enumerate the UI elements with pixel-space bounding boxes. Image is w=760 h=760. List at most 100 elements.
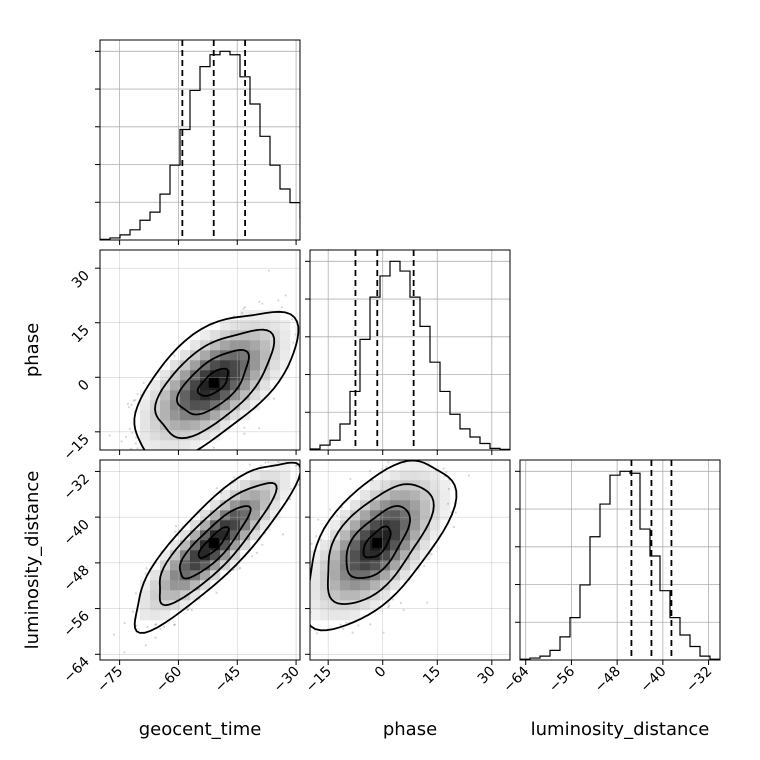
density-cell [240, 350, 251, 361]
scatter-point [154, 636, 157, 639]
contour-geocent-time-vs-luminosity-distance-1 [178, 505, 252, 580]
density-cell [230, 410, 241, 421]
density-cell [370, 480, 381, 491]
y-axis-label-phase: phase [22, 323, 43, 377]
density-cell [190, 360, 201, 371]
density-cell [150, 590, 161, 601]
density-cell [260, 370, 271, 381]
density-cell [240, 320, 251, 331]
grid-layer [100, 40, 720, 660]
density-cell [330, 530, 341, 541]
scatter-point [267, 461, 270, 464]
density-cell [170, 540, 181, 551]
scatter-point [284, 294, 287, 297]
scatter-point [134, 442, 137, 445]
density-cell [150, 600, 161, 611]
density-cell [350, 590, 361, 601]
density-cell [270, 500, 281, 511]
scatter-point [381, 467, 384, 471]
scatter-point [186, 609, 189, 612]
density-cell [190, 340, 201, 351]
density-cell [380, 550, 391, 561]
density-cell [360, 600, 371, 611]
density-cell [310, 560, 321, 571]
density-cell [350, 580, 361, 591]
scatter-point [316, 632, 319, 635]
density-cell [390, 480, 401, 491]
density-cell [200, 350, 211, 361]
density-cell [340, 590, 351, 601]
density-cell [170, 420, 181, 431]
density-cell [170, 410, 181, 421]
density-cell [220, 500, 231, 511]
density-cell [200, 330, 211, 341]
density-cell [370, 500, 381, 511]
density-cell [210, 430, 221, 441]
density-cell [230, 550, 241, 561]
density-cell [320, 580, 331, 591]
density-layer [140, 310, 451, 621]
density-cell [280, 340, 291, 351]
density-cell [140, 600, 151, 611]
density-cell [400, 490, 411, 501]
contour-phase-vs-luminosity-distance-1 [345, 505, 411, 579]
scatter-point [349, 477, 352, 481]
density-cell [420, 510, 431, 521]
density-cell [200, 400, 211, 411]
contour-geocent-time-vs-phase-2 [154, 328, 276, 440]
scatter-point [277, 299, 280, 302]
density-cell [160, 610, 171, 621]
scatter-point [243, 306, 247, 309]
density-cell [250, 370, 261, 381]
density-cell [190, 550, 201, 561]
scatter-point [123, 622, 126, 625]
density-cell [240, 510, 251, 521]
density-cell [270, 360, 281, 371]
scatter-point [220, 491, 223, 494]
density-cell [160, 420, 171, 431]
density-cell [270, 510, 281, 521]
density-cell [230, 510, 241, 521]
density-cell [420, 540, 431, 551]
histogram-geocent-time [100, 50, 300, 240]
density-cell [170, 590, 181, 601]
scatter-point [108, 434, 111, 437]
density-cell [380, 540, 391, 551]
density-cell [240, 530, 251, 541]
density-cell [330, 570, 341, 581]
density-cell [340, 580, 351, 591]
density-cell [180, 380, 191, 391]
density-cell [390, 520, 401, 531]
scatter-point [292, 341, 295, 344]
density-cell [350, 570, 361, 581]
scatter-point [447, 502, 450, 505]
density-cell [220, 370, 231, 381]
density-cell [170, 440, 181, 450]
density-cell [370, 520, 381, 531]
density-cell [240, 480, 251, 491]
scatter-point [131, 610, 135, 613]
scatter-point [317, 518, 320, 521]
scatter-point [402, 608, 405, 612]
density-cell [200, 560, 211, 571]
density-cell [380, 530, 391, 541]
density-cell [250, 400, 261, 411]
density-cell [220, 410, 231, 421]
density-cell [400, 550, 411, 561]
density-cell [140, 440, 151, 450]
density-cell [390, 490, 401, 501]
scatter-point [261, 302, 264, 305]
density-cell [360, 510, 371, 521]
density-cell [320, 560, 331, 571]
density-cell [160, 590, 171, 601]
scatter-point [314, 535, 318, 538]
scatter-point [238, 566, 242, 570]
scatter-point [132, 399, 135, 402]
density-cell [330, 540, 341, 551]
density-cell [270, 470, 281, 481]
density-cell [260, 380, 271, 391]
scatter-point [232, 476, 235, 479]
density-cell [310, 570, 321, 581]
y-axis-label-luminosity-distance: luminosity_distance [22, 471, 43, 650]
